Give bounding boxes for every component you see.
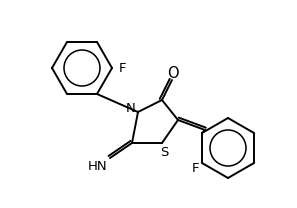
Text: N: N [126,103,136,115]
Text: S: S [160,146,168,158]
Text: O: O [167,66,179,80]
Text: F: F [119,62,126,74]
Text: HN: HN [88,160,108,172]
Text: F: F [192,162,200,175]
